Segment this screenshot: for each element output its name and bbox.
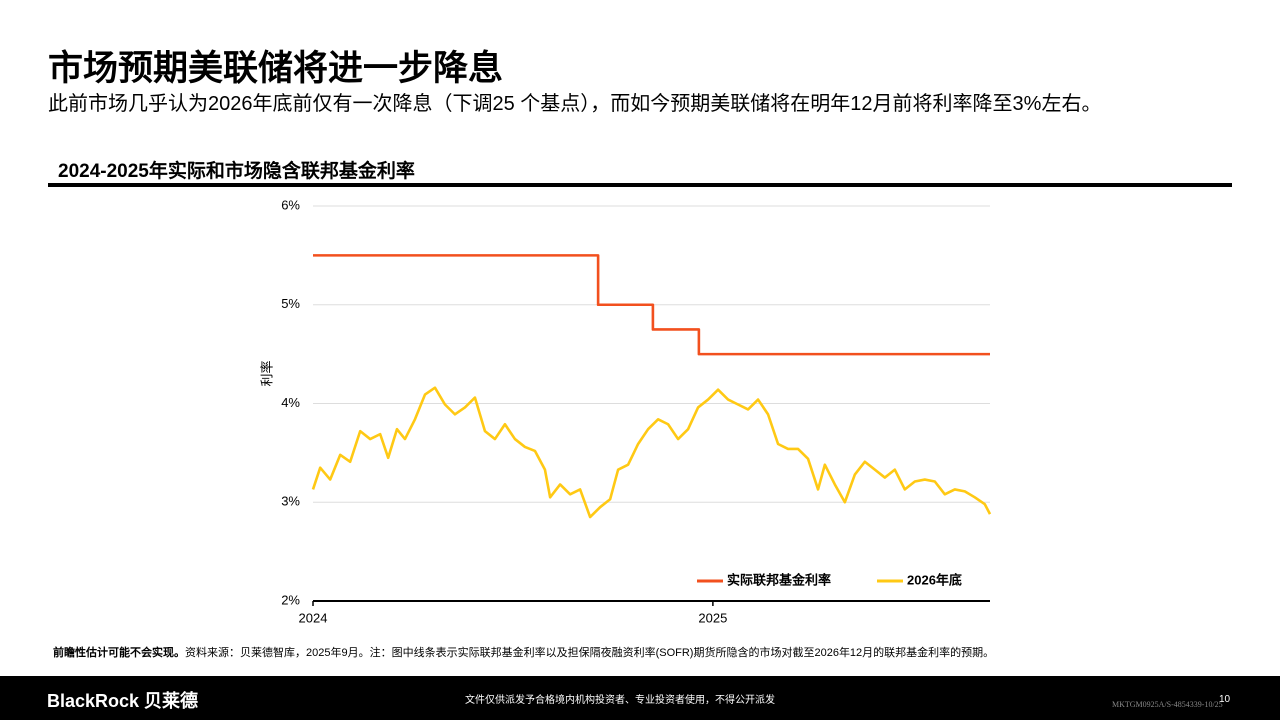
slide-subtitle: 此前市场几乎认为2026年底前仅有一次降息（下调25 个基点），而如今预期美联储… (48, 93, 1102, 115)
legend-label: 实际联邦基金利率 (727, 572, 831, 587)
y-tick-label: 3% (281, 494, 300, 509)
page-number: 10 (1219, 694, 1231, 705)
legend-label: 2026年底 (907, 572, 962, 587)
notice: 文件仅供派发予合格境内机构投资者、专业投资者使用，不得公开派发 (465, 695, 775, 706)
doc-code: MKTGM0925A/S-4854339-10/25 (1112, 700, 1223, 709)
footnote-text: 资料来源：贝莱德智库，2025年9月。注：图中线条表示实际联邦基金利率以及担保隔… (185, 647, 995, 659)
title-rule (48, 183, 1232, 187)
x-tick-label: 2024 (299, 610, 328, 625)
y-tick-label: 4% (281, 395, 300, 410)
footnote: 前瞻性估计可能不会实现。资料来源：贝莱德智库，2025年9月。注：图中线条表示实… (53, 644, 994, 660)
y-tick-label: 2% (281, 592, 300, 607)
chart-title: 2024-2025年实际和市场隐含联邦基金利率 (58, 161, 415, 182)
footnote-bold: 前瞻性估计可能不会实现。 (53, 647, 185, 659)
footer: BlackRock 贝莱德 文件仅供派发予合格境内机构投资者、专业投资者使用，不… (0, 676, 1280, 720)
logo: BlackRock 贝莱德 (47, 691, 199, 711)
y-tick-label: 6% (281, 197, 300, 212)
slide-title: 市场预期美联储将进一步降息 (48, 49, 504, 88)
y-tick-label: 5% (281, 296, 300, 311)
y-axis-label: 利率 (259, 360, 274, 386)
series-line (311, 386, 992, 519)
x-tick-label: 2025 (698, 610, 727, 625)
series-line (313, 254, 990, 356)
